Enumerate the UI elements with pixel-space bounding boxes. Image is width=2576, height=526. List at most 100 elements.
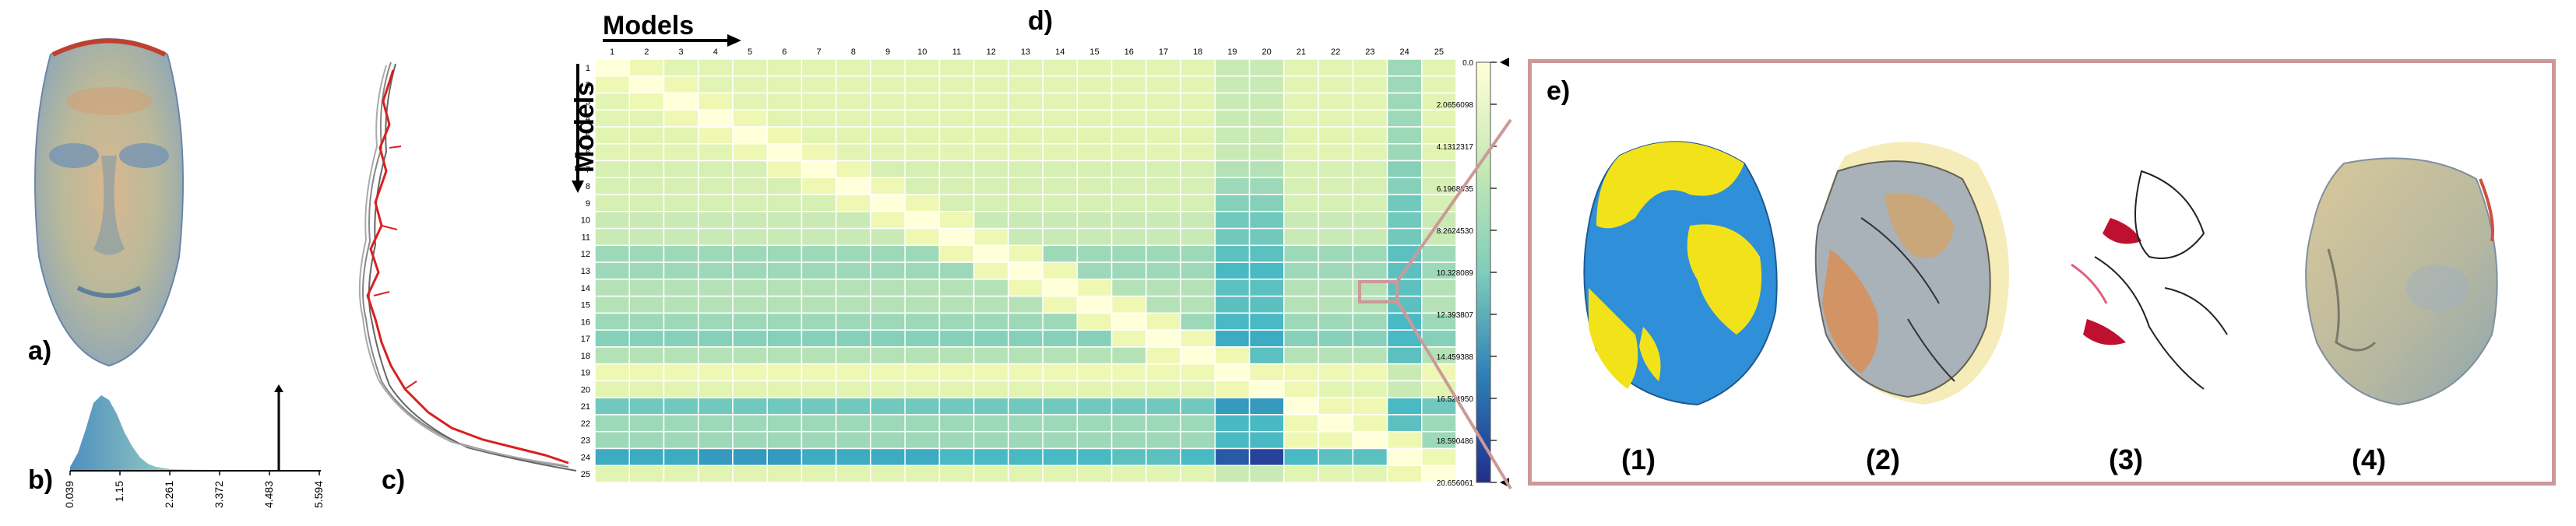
- heatmap-cell: [1248, 58, 1285, 77]
- heatmap-cell: [628, 58, 665, 77]
- heatmap-cell: [801, 126, 837, 145]
- heatmap-cell: [628, 177, 665, 195]
- heatmap-y-label: 11: [582, 233, 590, 242]
- heatmap-cell: [663, 92, 699, 111]
- heatmap-cell: [1110, 194, 1147, 212]
- heatmap-cell: [904, 160, 941, 179]
- heatmap-y-label: 1: [586, 64, 590, 73]
- heatmap-cell: [1076, 430, 1113, 450]
- heatmap-cell: [1042, 465, 1079, 483]
- heatmap-cell: [801, 92, 837, 111]
- heatmap-cell: [1283, 380, 1319, 398]
- heatmap-cell: [1008, 363, 1043, 382]
- heatmap-cell: [835, 143, 871, 162]
- heatmap-cell: [973, 211, 1009, 230]
- heatmap-cell: [766, 109, 803, 128]
- heatmap-cell: [1283, 414, 1319, 433]
- heatmap-cell: [732, 58, 768, 77]
- colorbar-tick-label: 18.590486: [1437, 437, 1474, 446]
- profile-red-curve: [366, 69, 569, 465]
- heatmap-cell: [1076, 177, 1113, 195]
- heatmap-cell: [1248, 126, 1285, 145]
- heatmap-cell: [1110, 58, 1147, 77]
- heatmap-cell: [870, 126, 906, 145]
- heatmap-cell: [594, 75, 630, 94]
- colorbar-tick-label: 6.1968035: [1437, 185, 1474, 194]
- heatmap-cell: [1318, 363, 1354, 382]
- heatmap-cell: [1318, 177, 1354, 195]
- heatmap-cell: [1283, 92, 1319, 111]
- heatmap-cell: [732, 430, 768, 450]
- colorbar-tick-label: 2.0656098: [1437, 101, 1474, 110]
- heatmap-x-label: 14: [1055, 47, 1065, 57]
- heatmap-cell: [870, 465, 906, 483]
- heatmap-cell: [1008, 430, 1043, 450]
- heatmap-cell: [1248, 346, 1285, 365]
- heatmap-y-label: 4: [586, 114, 590, 124]
- heatmap-cell: [1283, 160, 1319, 179]
- heatmap-cell: [801, 160, 837, 179]
- heatmap-cell: [1145, 312, 1181, 331]
- heatmap-cell: [663, 126, 699, 145]
- colorbar-tick-label: 10.328089: [1437, 269, 1474, 278]
- heatmap-y-label: 24: [581, 453, 590, 462]
- heatmap-cell: [1318, 430, 1354, 450]
- heatmap-cell: [766, 329, 803, 348]
- heatmap-cell: [801, 346, 837, 365]
- heatmap-cell: [1248, 75, 1285, 94]
- view-label-2: (2): [1866, 444, 1900, 475]
- heatmap-cell: [766, 244, 803, 263]
- heatmap-cell: [870, 227, 906, 247]
- heatmap-cell: [697, 92, 734, 111]
- heatmap-cell: [1076, 211, 1113, 230]
- heatmap-cell: [732, 380, 768, 398]
- heatmap-cell: [938, 109, 975, 128]
- heatmap-cell: [835, 397, 871, 416]
- heatmap-x-title: Models: [603, 11, 694, 40]
- heatmap-cell: [1180, 126, 1216, 145]
- heatmap-cell: [904, 109, 941, 128]
- heatmap-cell: [904, 177, 941, 195]
- heatmap-cell: [732, 329, 768, 348]
- colorbar-tick-label: 4.1312317: [1437, 143, 1474, 152]
- heatmap-cell: [663, 447, 699, 466]
- heatmap-cell: [973, 465, 1009, 483]
- heatmap-cell: [1248, 363, 1285, 382]
- heatmap-cell: [1145, 109, 1181, 128]
- heatmap-cell: [1283, 58, 1319, 77]
- heatmap-cell: [594, 279, 630, 297]
- heatmap-x-label: 2: [644, 47, 649, 57]
- heatmap-cell: [1318, 92, 1354, 111]
- heatmap-y-label: 19: [581, 369, 590, 378]
- heatmap-cell: [1283, 295, 1319, 314]
- heatmap-cell: [801, 447, 837, 466]
- heatmap-cell: [1248, 279, 1285, 297]
- heatmap-cell: [1076, 312, 1113, 331]
- heatmap-cell: [973, 329, 1009, 348]
- heatmap-cell: [1145, 75, 1181, 94]
- heatmap-cell: [1352, 227, 1388, 247]
- heatmap-cell: [697, 227, 734, 247]
- heatmap-cell: [973, 279, 1009, 297]
- heatmap-cell: [594, 414, 630, 433]
- heatmap-cell: [973, 414, 1009, 433]
- heatmap-cell: [835, 279, 871, 297]
- heatmap-cell: [697, 177, 734, 195]
- heatmap-cell: [835, 126, 871, 145]
- heatmap-cell: [938, 126, 975, 145]
- heatmap-cell: [594, 143, 630, 162]
- heatmap-y-label: 15: [581, 301, 590, 310]
- heatmap-cell: [1248, 261, 1285, 280]
- heatmap-cell: [628, 92, 665, 111]
- heatmap-cell: [904, 143, 941, 162]
- heatmap-cell: [594, 363, 630, 382]
- heatmap-cell: [1180, 346, 1216, 365]
- heatmap-cell: [938, 58, 975, 77]
- heatmap-cell: [835, 211, 871, 230]
- heatmap-cell: [663, 430, 699, 450]
- heatmap-cell: [973, 397, 1009, 416]
- heatmap-cell: [1076, 160, 1113, 179]
- heatmap-cell: [1042, 227, 1079, 247]
- heatmap-cell: [1180, 261, 1216, 280]
- colorbar-tick-label: 8.2624530: [1437, 227, 1474, 236]
